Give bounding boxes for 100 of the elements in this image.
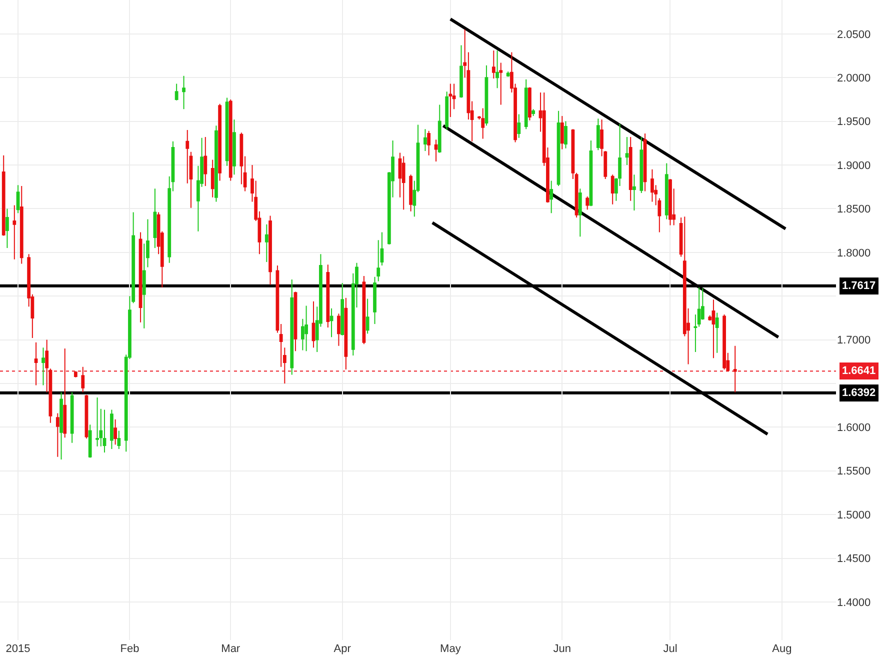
candlestick xyxy=(492,50,496,79)
candlestick xyxy=(517,114,521,138)
candlestick xyxy=(722,314,726,370)
candlestick xyxy=(96,396,99,447)
candlestick xyxy=(63,348,67,438)
candlestick xyxy=(304,305,308,352)
candlestick xyxy=(668,178,672,226)
y-tick-label: 1.8500 xyxy=(837,204,871,216)
candlestick xyxy=(6,208,9,249)
y-tick-label: 2.0000 xyxy=(837,72,871,84)
candlestick xyxy=(232,119,236,176)
candlestick xyxy=(409,174,412,212)
candlestick xyxy=(294,291,298,352)
candlestick xyxy=(340,282,344,336)
candlestick xyxy=(434,139,438,162)
candlestick xyxy=(114,418,118,446)
candlestick xyxy=(117,430,121,450)
candlestick xyxy=(218,103,222,182)
candlestick xyxy=(524,78,528,130)
candlestick xyxy=(290,278,294,376)
candlestick xyxy=(210,159,214,198)
x-tick-label: Jun xyxy=(553,643,572,655)
candlestick xyxy=(640,136,644,194)
candlestick xyxy=(264,224,268,263)
candlestick xyxy=(228,98,232,182)
candlestick xyxy=(625,136,629,166)
y-tick-label: 1.4500 xyxy=(837,553,871,566)
x-tick-label: Mar xyxy=(221,643,240,655)
candlestick xyxy=(225,97,229,166)
candlestick xyxy=(496,50,499,89)
candlestick xyxy=(481,108,485,140)
candlestick xyxy=(596,118,600,151)
y-tick-label: 1.8000 xyxy=(837,247,871,260)
y-tick-label: 1.5000 xyxy=(837,509,871,522)
y-tick-label: 1.5500 xyxy=(837,466,871,478)
candlestick xyxy=(578,188,582,238)
ref-line-label: 1.6392 xyxy=(842,387,876,399)
candlestick xyxy=(586,196,590,210)
candlestick xyxy=(74,370,78,378)
candlestick xyxy=(448,83,452,118)
ref-line-label: 1.7617 xyxy=(842,280,876,292)
candlestick xyxy=(81,366,85,393)
candlestick xyxy=(712,299,716,359)
candlestick xyxy=(153,188,157,249)
candlestick xyxy=(344,297,348,370)
candlestick xyxy=(715,312,719,354)
candlestick xyxy=(362,276,366,345)
candlestick xyxy=(60,392,63,460)
candlestick xyxy=(16,184,20,214)
candlestick xyxy=(373,276,376,325)
x-tick-label: Apr xyxy=(334,643,352,655)
candlestick xyxy=(312,300,316,348)
candlestick xyxy=(556,110,560,186)
candlestick xyxy=(174,83,178,101)
candlestick xyxy=(56,412,60,458)
y-tick-label: 1.4000 xyxy=(837,596,871,609)
x-tick-label: May xyxy=(440,643,462,655)
candlestick xyxy=(20,185,24,264)
candlestick xyxy=(402,156,406,210)
y-tick-label: 2.0500 xyxy=(837,28,871,41)
y-tick-label: 1.6000 xyxy=(837,422,871,434)
candlestick xyxy=(528,86,532,121)
candlestick xyxy=(628,136,632,202)
candlestick xyxy=(2,154,6,236)
candlestick xyxy=(424,128,427,152)
candlestick xyxy=(12,204,16,260)
candlestick xyxy=(326,264,330,328)
candlestick xyxy=(733,345,737,393)
candlestick xyxy=(182,75,186,110)
candlestick xyxy=(102,409,106,454)
candlestick xyxy=(445,91,449,131)
x-tick-label: Feb xyxy=(120,643,140,655)
candlestick xyxy=(34,342,38,386)
x-tick-label: Aug xyxy=(772,643,792,655)
candlestick xyxy=(643,133,647,192)
candlestick xyxy=(484,64,488,126)
ref-line-label: 1.6641 xyxy=(842,365,876,377)
y-tick-label: 1.9000 xyxy=(837,160,871,172)
candlestick xyxy=(499,62,503,106)
candlestick xyxy=(366,298,370,334)
y-tick-label: 1.9500 xyxy=(837,116,871,128)
candlestick xyxy=(337,313,340,346)
candlestick xyxy=(438,104,442,154)
candlestick xyxy=(560,116,564,150)
candlestick xyxy=(88,424,92,458)
candlestick xyxy=(70,392,74,444)
candlestick xyxy=(506,70,510,78)
candlestick xyxy=(204,136,208,186)
candlestick xyxy=(330,308,334,338)
candlestick xyxy=(664,162,668,220)
candlestick xyxy=(564,120,568,149)
candlestick xyxy=(550,180,554,214)
candlestick xyxy=(42,347,45,386)
candlestick xyxy=(650,168,654,202)
candlestick xyxy=(632,174,636,211)
candlestick xyxy=(589,140,593,207)
candlestick xyxy=(214,125,218,202)
candlestick xyxy=(610,174,614,205)
candlestick xyxy=(532,108,536,117)
x-tick-label: 2015 xyxy=(6,643,30,655)
